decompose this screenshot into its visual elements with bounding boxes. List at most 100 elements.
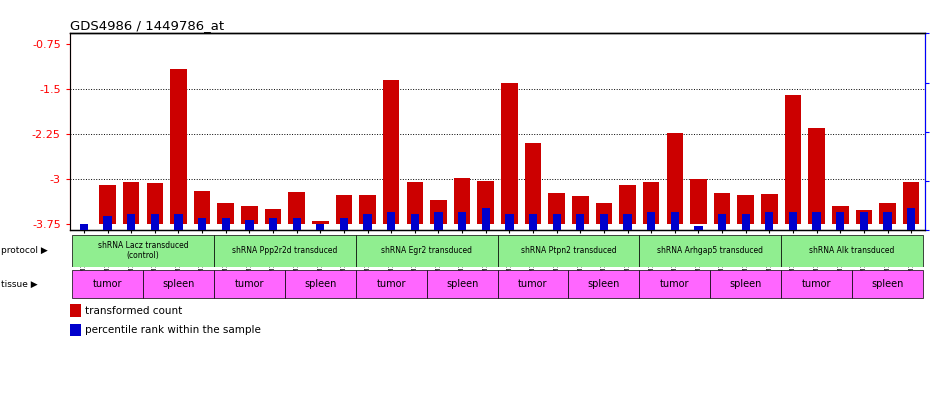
- Text: shRNA Arhgap5 transduced: shRNA Arhgap5 transduced: [658, 246, 764, 255]
- Bar: [103, 216, 112, 230]
- Bar: [781, 270, 852, 298]
- Bar: [907, 208, 915, 230]
- Bar: [741, 214, 750, 230]
- Bar: [427, 270, 498, 298]
- Text: spleen: spleen: [163, 279, 194, 289]
- Bar: [246, 220, 254, 230]
- Text: spleen: spleen: [871, 279, 904, 289]
- Bar: [218, 203, 234, 224]
- Bar: [293, 218, 300, 230]
- Bar: [529, 214, 538, 230]
- Bar: [143, 270, 214, 298]
- Bar: [572, 196, 589, 224]
- Text: spleen: spleen: [729, 279, 762, 289]
- Bar: [718, 214, 726, 230]
- Bar: [639, 270, 711, 298]
- Text: tumor: tumor: [93, 279, 123, 289]
- Bar: [458, 212, 466, 230]
- Text: GDS4986 / 1449786_at: GDS4986 / 1449786_at: [70, 19, 224, 32]
- Bar: [312, 221, 328, 224]
- Bar: [714, 193, 730, 224]
- Bar: [127, 214, 136, 230]
- Bar: [73, 270, 143, 298]
- Text: shRNA Ptpn2 transduced: shRNA Ptpn2 transduced: [521, 246, 617, 255]
- Bar: [813, 212, 821, 230]
- Bar: [359, 195, 376, 224]
- Bar: [501, 83, 518, 224]
- Bar: [505, 214, 513, 230]
- Bar: [690, 179, 707, 224]
- Bar: [856, 210, 872, 224]
- Bar: [477, 181, 494, 224]
- Bar: [123, 182, 140, 224]
- Text: shRNA Egr2 transduced: shRNA Egr2 transduced: [381, 246, 472, 255]
- Text: spleen: spleen: [588, 279, 620, 289]
- Bar: [568, 270, 639, 298]
- Bar: [903, 182, 920, 224]
- Bar: [241, 206, 258, 224]
- Bar: [221, 218, 230, 230]
- Bar: [214, 235, 356, 266]
- Bar: [214, 270, 285, 298]
- Text: tumor: tumor: [802, 279, 831, 289]
- Bar: [525, 143, 541, 224]
- Bar: [623, 214, 631, 230]
- Bar: [781, 235, 923, 266]
- Bar: [383, 80, 400, 224]
- Text: shRNA Alk transduced: shRNA Alk transduced: [809, 246, 895, 255]
- Bar: [552, 214, 561, 230]
- Bar: [595, 203, 612, 224]
- Bar: [785, 95, 802, 224]
- Bar: [411, 214, 418, 230]
- Bar: [884, 212, 892, 230]
- Bar: [269, 218, 277, 230]
- Text: protocol ▶: protocol ▶: [1, 246, 47, 255]
- Bar: [667, 132, 684, 224]
- Bar: [549, 193, 565, 224]
- Bar: [70, 305, 81, 317]
- Bar: [711, 270, 781, 298]
- Bar: [316, 224, 325, 230]
- Bar: [852, 270, 923, 298]
- Text: tumor: tumor: [660, 279, 689, 289]
- Bar: [859, 212, 868, 230]
- Text: spleen: spleen: [304, 279, 337, 289]
- Bar: [73, 235, 214, 266]
- Bar: [836, 212, 844, 230]
- Bar: [356, 270, 427, 298]
- Bar: [695, 226, 702, 230]
- Bar: [151, 214, 159, 230]
- Bar: [288, 192, 305, 224]
- Bar: [364, 214, 372, 230]
- Bar: [265, 209, 281, 224]
- Text: shRNA Lacz transduced
(control): shRNA Lacz transduced (control): [98, 241, 189, 260]
- Bar: [577, 214, 584, 230]
- Bar: [406, 182, 423, 224]
- Bar: [170, 70, 187, 224]
- Bar: [671, 212, 679, 230]
- Bar: [336, 195, 352, 224]
- Bar: [808, 128, 825, 224]
- Bar: [647, 212, 656, 230]
- Bar: [193, 191, 210, 224]
- Text: tumor: tumor: [518, 279, 548, 289]
- Bar: [70, 324, 81, 336]
- Text: tumor: tumor: [377, 279, 405, 289]
- Bar: [639, 235, 781, 266]
- Bar: [643, 182, 659, 224]
- Bar: [80, 224, 88, 230]
- Text: tissue ▶: tissue ▶: [1, 279, 37, 288]
- Bar: [356, 235, 498, 266]
- Bar: [147, 183, 163, 224]
- Bar: [737, 195, 754, 224]
- Bar: [174, 214, 182, 230]
- Text: shRNA Ppp2r2d transduced: shRNA Ppp2r2d transduced: [232, 246, 338, 255]
- Bar: [765, 212, 774, 230]
- Bar: [761, 194, 777, 224]
- Bar: [789, 212, 797, 230]
- Text: tumor: tumor: [234, 279, 264, 289]
- Bar: [482, 208, 490, 230]
- Bar: [198, 218, 206, 230]
- Bar: [100, 185, 116, 224]
- Bar: [879, 203, 896, 224]
